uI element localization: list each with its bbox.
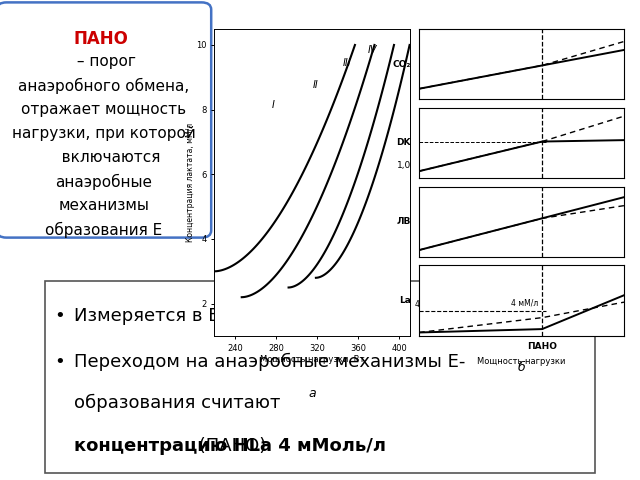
Text: а: а	[308, 387, 316, 400]
Text: 4 мМ/л: 4 мМ/л	[415, 299, 443, 308]
Text: La: La	[399, 296, 411, 305]
Text: ПАНО: ПАНО	[74, 30, 128, 48]
Text: отражает мощность: отражает мощность	[21, 102, 187, 117]
FancyBboxPatch shape	[45, 281, 595, 473]
Text: •: •	[54, 307, 65, 325]
Text: Переходом на анаэробные механизмы Е-: Переходом на анаэробные механизмы Е-	[74, 353, 465, 371]
Text: I: I	[271, 100, 275, 109]
Text: ЛВ: ЛВ	[397, 217, 411, 227]
Text: 1,0: 1,0	[397, 161, 411, 170]
Y-axis label: Концентрация лактата, мМ/л: Концентрация лактата, мМ/л	[186, 123, 195, 242]
Text: концентрацию HLa 4 мМоль/л: концентрацию HLa 4 мМоль/л	[74, 437, 385, 455]
Text: (ПАНО): (ПАНО)	[193, 437, 267, 455]
Text: Мощность нагрузки: Мощность нагрузки	[477, 357, 566, 366]
Text: – порог: – порог	[72, 54, 136, 69]
Text: образования Е: образования Е	[45, 222, 163, 238]
Text: II: II	[313, 80, 319, 90]
Text: б: б	[518, 361, 525, 374]
Text: анаэробного обмена,: анаэробного обмена,	[19, 78, 189, 94]
Text: IV: IV	[368, 45, 377, 55]
Text: включаются: включаются	[47, 150, 161, 165]
Text: DK: DK	[397, 138, 411, 147]
Text: CO₂: CO₂	[392, 60, 411, 69]
Text: III: III	[343, 58, 351, 68]
Text: ПАНО: ПАНО	[527, 342, 557, 351]
FancyBboxPatch shape	[0, 2, 211, 238]
Text: 4 мМ/л: 4 мМ/л	[511, 299, 538, 308]
X-axis label: Мощность нагрузки, Вт: Мощность нагрузки, Вт	[260, 355, 364, 364]
Text: механизмы: механизмы	[59, 198, 149, 213]
Text: анаэробные: анаэробные	[56, 174, 152, 190]
Text: Измеряется в Вт или %МПК: Измеряется в Вт или %МПК	[74, 307, 335, 325]
Text: •: •	[54, 353, 65, 371]
Text: образования считают: образования считают	[74, 394, 280, 412]
Text: нагрузки, при которой: нагрузки, при которой	[12, 126, 196, 141]
